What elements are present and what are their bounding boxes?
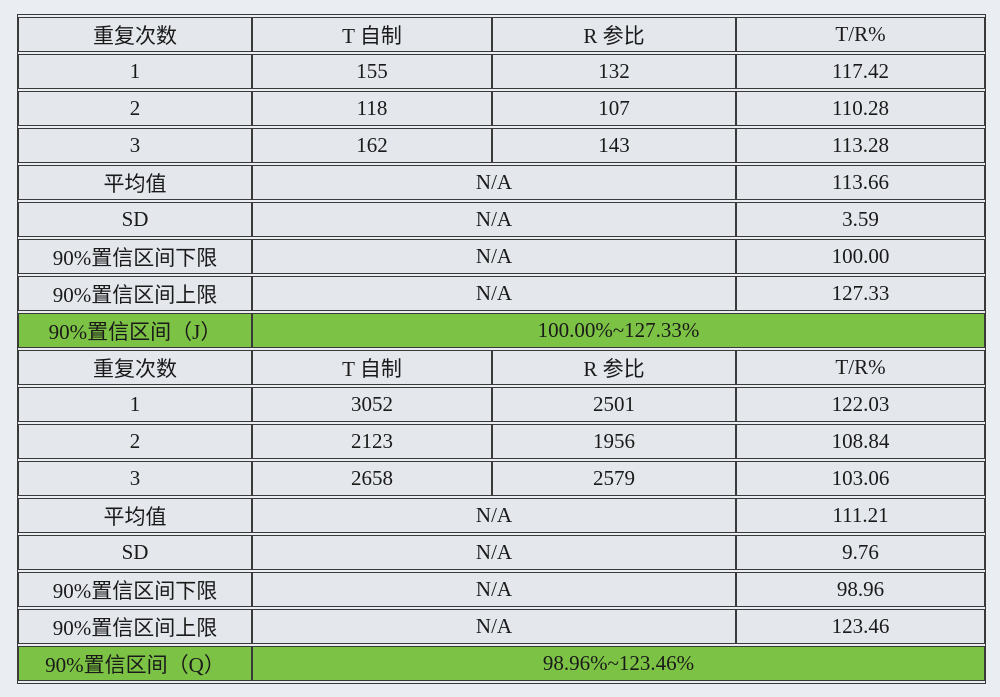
na-cell: N/A [252,535,736,570]
data-cell: 103.06 [736,461,985,496]
header-row: 重复次数 T 自制 R 参比 T/R% [18,17,985,52]
data-cell: 117.42 [736,54,985,89]
data-cell: 123.46 [736,609,985,644]
summary-row: 平均值 N/A 111.21 [18,498,985,533]
summary-row: SD N/A 9.76 [18,535,985,570]
ci-row: 90%置信区间（J） 100.00%~127.33% [18,313,985,348]
table-body: 重复次数 T 自制 R 参比 T/R% 1 155 132 117.42 2 118 107 110.… [18,17,985,681]
table-row: 2 2123 1956 108.84 [18,424,985,459]
ci-value: 100.00%~127.33% [252,313,985,348]
data-cell: 9.76 [736,535,985,570]
data-cell: 118 [252,91,492,126]
header-cell: R 参比 [492,17,736,52]
data-cell: 2123 [252,424,492,459]
data-cell: 122.03 [736,387,985,422]
data-cell: 110.28 [736,91,985,126]
row-label: SD [18,535,252,570]
data-cell: 98.96 [736,572,985,607]
row-label: 2 [18,424,252,459]
data-cell: 2658 [252,461,492,496]
na-cell: N/A [252,239,736,274]
row-label: 90%置信区间上限 [18,609,252,644]
table-row: 1 3052 2501 122.03 [18,387,985,422]
row-label: SD [18,202,252,237]
row-label: 90%置信区间下限 [18,572,252,607]
header-cell: 重复次数 [18,17,252,52]
na-cell: N/A [252,572,736,607]
header-cell: T/R% [736,17,985,52]
ci-row: 90%置信区间（Q） 98.96%~123.46% [18,646,985,681]
na-cell: N/A [252,165,736,200]
ci-label: 90%置信区间（J） [18,313,252,348]
summary-row: 平均值 N/A 113.66 [18,165,985,200]
data-cell: 111.21 [736,498,985,533]
summary-row: 90%置信区间下限 N/A 100.00 [18,239,985,274]
summary-row: 90%置信区间上限 N/A 123.46 [18,609,985,644]
table-row: 3 2658 2579 103.06 [18,461,985,496]
data-cell: 100.00 [736,239,985,274]
row-label: 3 [18,128,252,163]
data-cell: 127.33 [736,276,985,311]
data-cell: 113.28 [736,128,985,163]
header-cell: T 自制 [252,17,492,52]
data-cell: 162 [252,128,492,163]
header-cell: T 自制 [252,350,492,385]
header-row: 重复次数 T 自制 R 参比 T/R% [18,350,985,385]
na-cell: N/A [252,276,736,311]
data-cell: 3.59 [736,202,985,237]
data-cell: 2579 [492,461,736,496]
na-cell: N/A [252,609,736,644]
row-label: 1 [18,54,252,89]
table-row: 3 162 143 113.28 [18,128,985,163]
results-table: 重复次数 T 自制 R 参比 T/R% 1 155 132 117.42 2 118 107 110.… [17,14,986,684]
na-cell: N/A [252,498,736,533]
data-cell: 3052 [252,387,492,422]
row-label: 90%置信区间上限 [18,276,252,311]
row-label: 90%置信区间下限 [18,239,252,274]
header-cell: R 参比 [492,350,736,385]
data-cell: 143 [492,128,736,163]
summary-row: 90%置信区间上限 N/A 127.33 [18,276,985,311]
data-cell: 132 [492,54,736,89]
row-label: 平均值 [18,165,252,200]
row-label: 2 [18,91,252,126]
summary-row: SD N/A 3.59 [18,202,985,237]
data-cell: 1956 [492,424,736,459]
results-table-container: 重复次数 T 自制 R 参比 T/R% 1 155 132 117.42 2 118 107 110.… [17,14,986,684]
data-cell: 107 [492,91,736,126]
header-cell: T/R% [736,350,985,385]
row-label: 1 [18,387,252,422]
row-label: 3 [18,461,252,496]
data-cell: 108.84 [736,424,985,459]
data-cell: 155 [252,54,492,89]
data-cell: 113.66 [736,165,985,200]
data-cell: 2501 [492,387,736,422]
header-cell: 重复次数 [18,350,252,385]
table-row: 2 118 107 110.28 [18,91,985,126]
ci-value: 98.96%~123.46% [252,646,985,681]
na-cell: N/A [252,202,736,237]
table-row: 1 155 132 117.42 [18,54,985,89]
row-label: 平均值 [18,498,252,533]
summary-row: 90%置信区间下限 N/A 98.96 [18,572,985,607]
ci-label: 90%置信区间（Q） [18,646,252,681]
